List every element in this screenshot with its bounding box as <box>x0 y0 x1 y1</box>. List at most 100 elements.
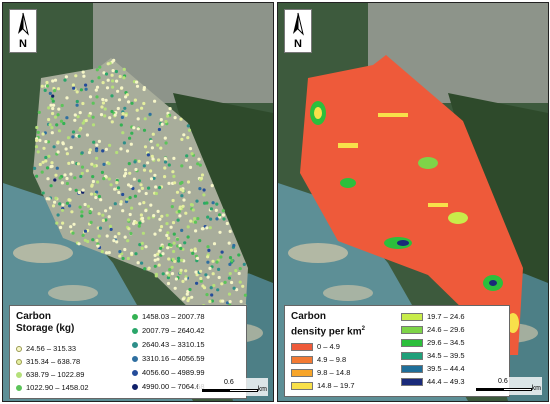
tree-point <box>108 116 112 120</box>
tree-point <box>105 86 110 90</box>
tree-point <box>188 165 193 169</box>
tree-point <box>78 128 82 132</box>
tree-point <box>212 242 217 246</box>
tree-point <box>78 205 82 209</box>
tree-point <box>58 176 62 180</box>
tree-point <box>51 94 55 98</box>
tree-point <box>166 246 170 250</box>
tree-point <box>63 173 67 177</box>
tree-point <box>230 280 234 285</box>
tree-point <box>108 224 112 228</box>
tree-point <box>241 284 245 288</box>
tree-point <box>43 88 47 92</box>
tree-point <box>74 74 78 78</box>
tree-point <box>189 219 193 223</box>
tree-point <box>60 103 64 108</box>
tree-point <box>154 185 158 189</box>
tree-point <box>135 108 139 112</box>
scale-value: 0.6 <box>498 378 508 385</box>
tree-point <box>235 288 239 292</box>
tree-point <box>216 288 220 292</box>
tree-point <box>69 225 73 229</box>
tree-point <box>99 113 104 117</box>
tree-point <box>50 164 54 168</box>
tree-point <box>130 206 134 210</box>
tree-point <box>85 169 89 173</box>
tree-point <box>138 221 142 225</box>
tree-point <box>220 282 224 286</box>
tree-point <box>157 127 161 132</box>
tree-point <box>114 69 118 74</box>
tree-point <box>177 209 181 213</box>
tree-point <box>186 180 191 184</box>
tree-point <box>80 151 84 155</box>
tree-point <box>107 251 111 255</box>
tree-point <box>206 215 210 219</box>
tree-point <box>59 225 63 230</box>
tree-point <box>158 186 162 190</box>
tree-point <box>100 250 104 254</box>
tree-point <box>97 234 101 238</box>
tree-point <box>91 238 95 242</box>
legend-item: 4.9 – 9.8 <box>291 355 346 365</box>
aerial-basemap <box>3 3 273 401</box>
tree-point <box>150 154 154 158</box>
legend-item: 1458.03 – 2007.78 <box>132 312 205 322</box>
tree-point <box>194 229 198 233</box>
study-area <box>33 58 248 353</box>
tree-point <box>234 269 238 273</box>
tree-point <box>142 164 146 168</box>
tree-point <box>67 161 71 165</box>
tree-point <box>131 186 135 191</box>
tree-point <box>153 253 157 257</box>
legend-item: 4990.00 – 7064.68 <box>132 382 205 392</box>
legend-swatch <box>291 382 313 391</box>
tree-point <box>137 224 141 228</box>
tree-point <box>211 272 215 276</box>
tree-point <box>206 260 210 264</box>
tree-point <box>227 276 231 280</box>
tree-point <box>58 202 62 206</box>
tree-point <box>164 120 168 124</box>
tree-point <box>83 238 87 242</box>
tree-point <box>52 145 56 149</box>
tree-point <box>126 183 131 187</box>
tree-point <box>132 126 136 130</box>
tree-point <box>218 213 222 217</box>
tree-point <box>165 213 169 217</box>
tree-point <box>132 177 136 181</box>
tree-point <box>33 166 37 170</box>
tree-point <box>160 214 164 218</box>
tree-point <box>95 190 99 194</box>
tree-point <box>195 281 199 285</box>
tree-point <box>110 94 114 98</box>
tree-point <box>109 227 113 231</box>
tree-point <box>53 89 57 93</box>
tree-point <box>136 127 140 131</box>
legend-swatch <box>401 352 423 361</box>
tree-point <box>103 107 107 111</box>
legend-label: 2007.79 – 2640.42 <box>142 326 205 335</box>
tree-point <box>96 180 100 184</box>
tree-point <box>140 106 144 110</box>
tree-point <box>177 259 181 263</box>
tree-point <box>111 79 115 83</box>
tree-point <box>35 125 39 130</box>
legend-title-superscript: 2 <box>361 326 365 332</box>
tree-point <box>168 268 172 272</box>
tree-point <box>37 110 41 114</box>
tree-point <box>89 220 93 224</box>
tree-point <box>209 217 213 221</box>
legend-label: 3310.16 – 4056.59 <box>142 354 205 363</box>
tree-point <box>151 132 155 136</box>
tree-point <box>140 241 144 245</box>
tree-point <box>62 121 66 126</box>
tree-point <box>143 267 147 271</box>
legend-title: Carbon Storage (kg) <box>16 311 74 335</box>
tree-point <box>90 183 94 187</box>
legend-marker <box>132 342 138 349</box>
tree-point <box>134 221 138 225</box>
tree-point <box>101 213 105 217</box>
tree-point <box>202 188 206 192</box>
scale-bar-graphic <box>476 388 532 391</box>
